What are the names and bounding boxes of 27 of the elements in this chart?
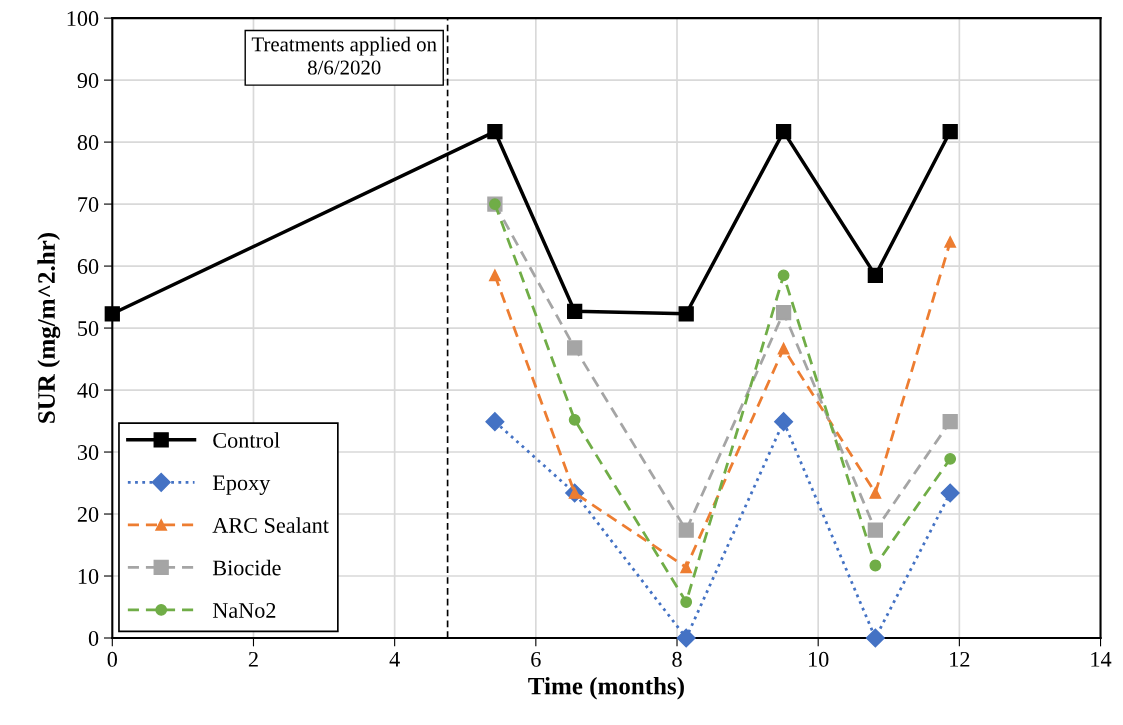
y-tick-label: 0	[88, 630, 99, 646]
x-tick-label: 14	[1091, 651, 1112, 667]
x-tick-label: 0	[107, 651, 118, 667]
y-tick-label: 60	[77, 259, 99, 274]
y-tick-label: 20	[77, 506, 99, 522]
legend-label: Epoxy	[212, 475, 271, 495]
x-tick-label: 8	[672, 651, 682, 667]
y-tick-label: 10	[78, 568, 99, 584]
legend-label: NaNo2	[212, 603, 276, 618]
legend-label: Biocide	[212, 559, 281, 576]
y-tick-label: 80	[77, 135, 99, 151]
x-axis-title: Time (months)	[528, 676, 684, 700]
y-tick-label: 90	[77, 73, 99, 89]
x-tick-label: 2	[248, 651, 258, 667]
x-tick-label: 12	[950, 651, 970, 667]
legend-label: Control	[213, 432, 280, 448]
legend-label: ARC Sealant	[212, 517, 329, 533]
y-tick-label: 30	[77, 444, 99, 460]
y-tick-label: 100	[67, 11, 99, 27]
y-tick-label: 70	[78, 197, 99, 213]
y-tick-label: 50	[78, 320, 99, 336]
ref-line-label: Treatments applied on 8/6/2020	[251, 36, 437, 75]
y-tick-label: 40	[77, 382, 99, 398]
y-axis-title: SUR (mg/m^2.hr)	[37, 233, 61, 423]
x-tick-label: 10	[809, 651, 829, 667]
x-tick-label: 6	[531, 651, 541, 667]
x-tick-label: 4	[389, 651, 400, 667]
